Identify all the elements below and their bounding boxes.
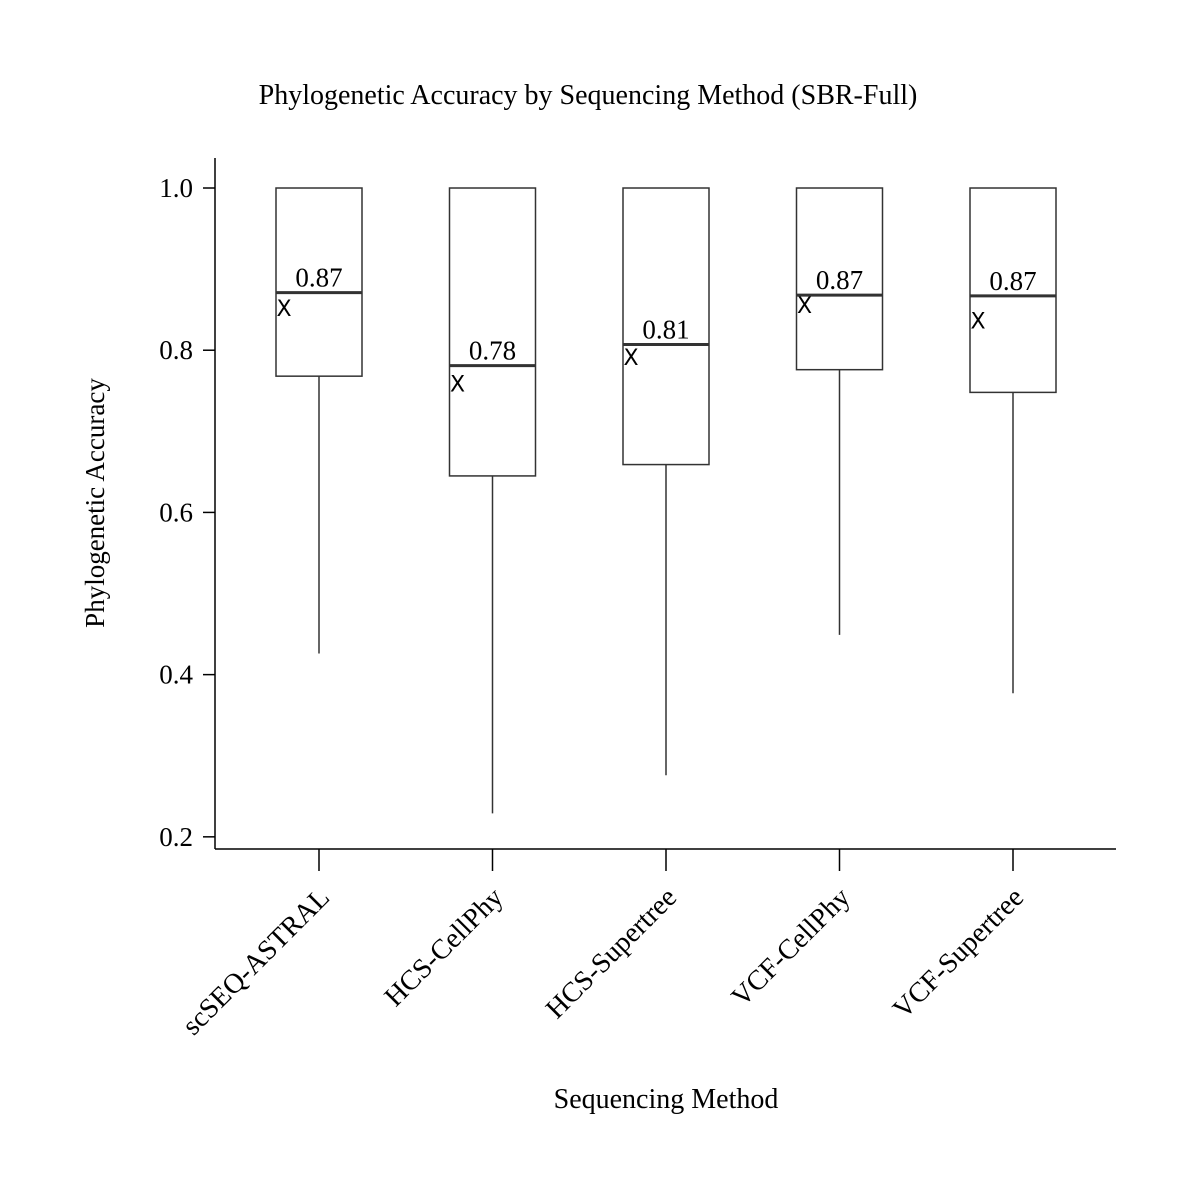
x-ticks: scSEQ-ASTRAL HCS-CellPhy HCS-Supertree VCF-… <box>177 849 1030 1041</box>
x-tick-label: VCF-Supertree <box>887 882 1030 1025</box>
chart-title: Phylogenetic Accuracy by Sequencing Meth… <box>259 80 918 111</box>
median-label: 0.81 <box>642 315 689 345</box>
box-vcf-cellphy: 0.87X <box>795 187 884 635</box>
box-hcs-cellphy: 0.78X <box>448 187 537 814</box>
box-rect <box>448 187 537 477</box>
x-tick-label: VCF-CellPhy <box>726 882 857 1013</box>
median-label: 0.78 <box>469 336 516 366</box>
y-tick-label: 0.4 <box>159 660 193 690</box>
x-tick-label: scSEQ-ASTRAL <box>177 882 336 1041</box>
y-tick-label: 0.8 <box>159 335 193 365</box>
box-rect <box>622 187 710 466</box>
median-label: 0.87 <box>816 265 863 295</box>
mean-marker: X <box>797 294 812 319</box>
mean-marker: X <box>450 373 465 398</box>
y-ticks: 0.2 0.4 0.6 0.8 1.0 <box>159 173 215 852</box>
x-axis-label: Sequencing Method <box>554 1084 779 1115</box>
x-tick-label: HCS-CellPhy <box>379 882 510 1013</box>
mean-marker: X <box>623 346 638 371</box>
y-tick-label: 1.0 <box>159 173 193 203</box>
box-hcs-supertree: 0.81X <box>622 187 710 776</box>
box-rect <box>969 187 1057 394</box>
median-label: 0.87 <box>295 263 342 293</box>
box-vcf-supertree: 0.87X <box>969 187 1057 694</box>
x-tick-label: HCS-Supertree <box>540 882 683 1025</box>
box-rect <box>795 187 884 371</box>
median-label: 0.87 <box>989 266 1036 296</box>
y-tick-label: 0.6 <box>159 497 193 527</box>
box-rect <box>275 187 363 377</box>
box-scseq-astral: 0.87X <box>275 187 363 654</box>
mean-marker: X <box>276 297 291 322</box>
y-axis-label: Phylogenetic Accuracy <box>80 378 110 628</box>
y-tick-label: 0.2 <box>159 822 193 852</box>
mean-marker: X <box>970 309 985 334</box>
